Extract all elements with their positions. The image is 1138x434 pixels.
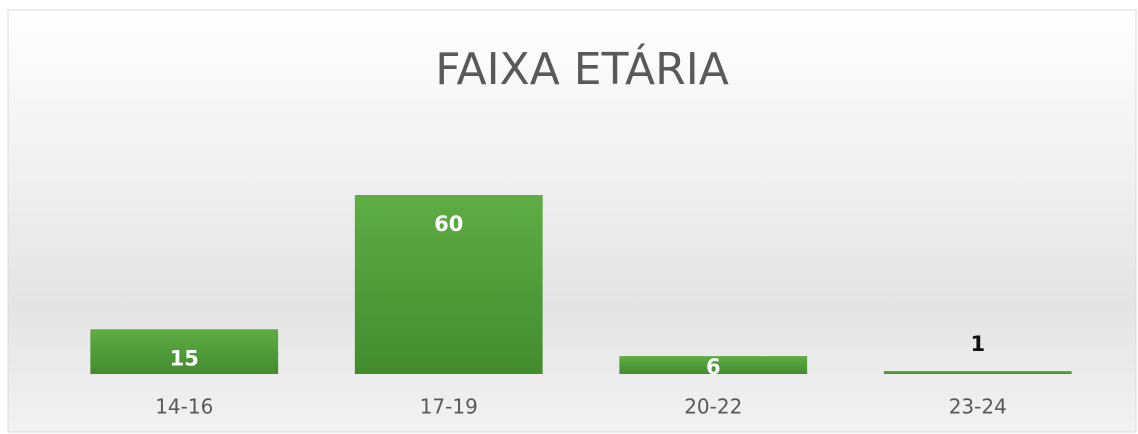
x-tick-label: 23-24 — [949, 395, 1007, 419]
x-tick-label: 14-16 — [155, 395, 213, 419]
bar — [883, 371, 1072, 374]
data-label: 60 — [434, 212, 463, 236]
bar — [619, 356, 808, 374]
data-label: 15 — [170, 346, 199, 370]
x-tick-label: 20-22 — [684, 395, 742, 419]
bar — [90, 329, 279, 374]
data-label: 6 — [706, 355, 721, 379]
x-tick-label: 17-19 — [420, 395, 478, 419]
bar — [354, 195, 543, 374]
chart-title: FAIXA ETÁRIA — [435, 42, 729, 95]
data-label: 1 — [970, 332, 985, 356]
